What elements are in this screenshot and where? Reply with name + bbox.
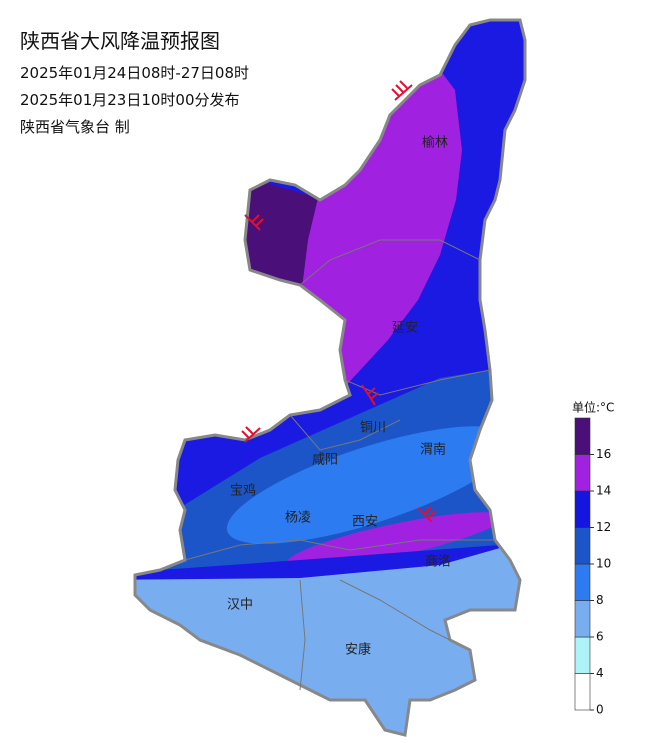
legend-tick-label: 12 <box>596 520 611 534</box>
wind-barbs <box>241 80 436 523</box>
city-label: 宝鸡 <box>230 483 256 499</box>
city-label: 咸阳 <box>312 453 338 468</box>
legend-tick-label: 8 <box>596 593 604 607</box>
legend-tick-label: 10 <box>596 557 611 571</box>
title: 陕西省大风降温预报图 <box>20 29 220 53</box>
city-label: 铜川 <box>360 421 386 436</box>
legend-tick-label: 14 <box>596 484 611 498</box>
city-label: 延安 <box>392 321 418 336</box>
legend-swatch <box>574 490 591 528</box>
issuer: 陕西省气象台 制 <box>20 118 130 136</box>
header: 陕西省大风降温预报图 2025年01月24日08时-27日08时 2025年01… <box>20 29 249 136</box>
legend-swatch <box>574 600 591 638</box>
legend-swatch <box>574 563 591 601</box>
period: 2025年01月24日08时-27日08时 <box>20 64 249 82</box>
legend-tick-label: 6 <box>596 630 604 644</box>
legend-swatch <box>574 636 591 674</box>
city-borders <box>184 239 495 691</box>
legend-swatch <box>574 454 591 492</box>
legend-title: 单位:°C <box>572 400 614 415</box>
issued: 2025年01月23日10时00分发布 <box>20 91 240 109</box>
city-label: 西安 <box>352 515 378 530</box>
legend-swatch <box>574 417 591 455</box>
city-label: 汉中 <box>227 598 253 613</box>
legend-tick-label: 0 <box>596 703 604 717</box>
city-label: 杨凌 <box>285 511 311 526</box>
city-label: 商洛 <box>425 555 451 570</box>
legend-swatch <box>574 673 591 711</box>
city-label: 安康 <box>345 642 371 658</box>
city-label: 榆林 <box>422 136 448 151</box>
legend-tick-label: 4 <box>596 666 604 680</box>
legend-swatch <box>574 527 591 565</box>
legend-tick-label: 16 <box>596 447 611 461</box>
city-label: 渭南 <box>420 442 446 458</box>
